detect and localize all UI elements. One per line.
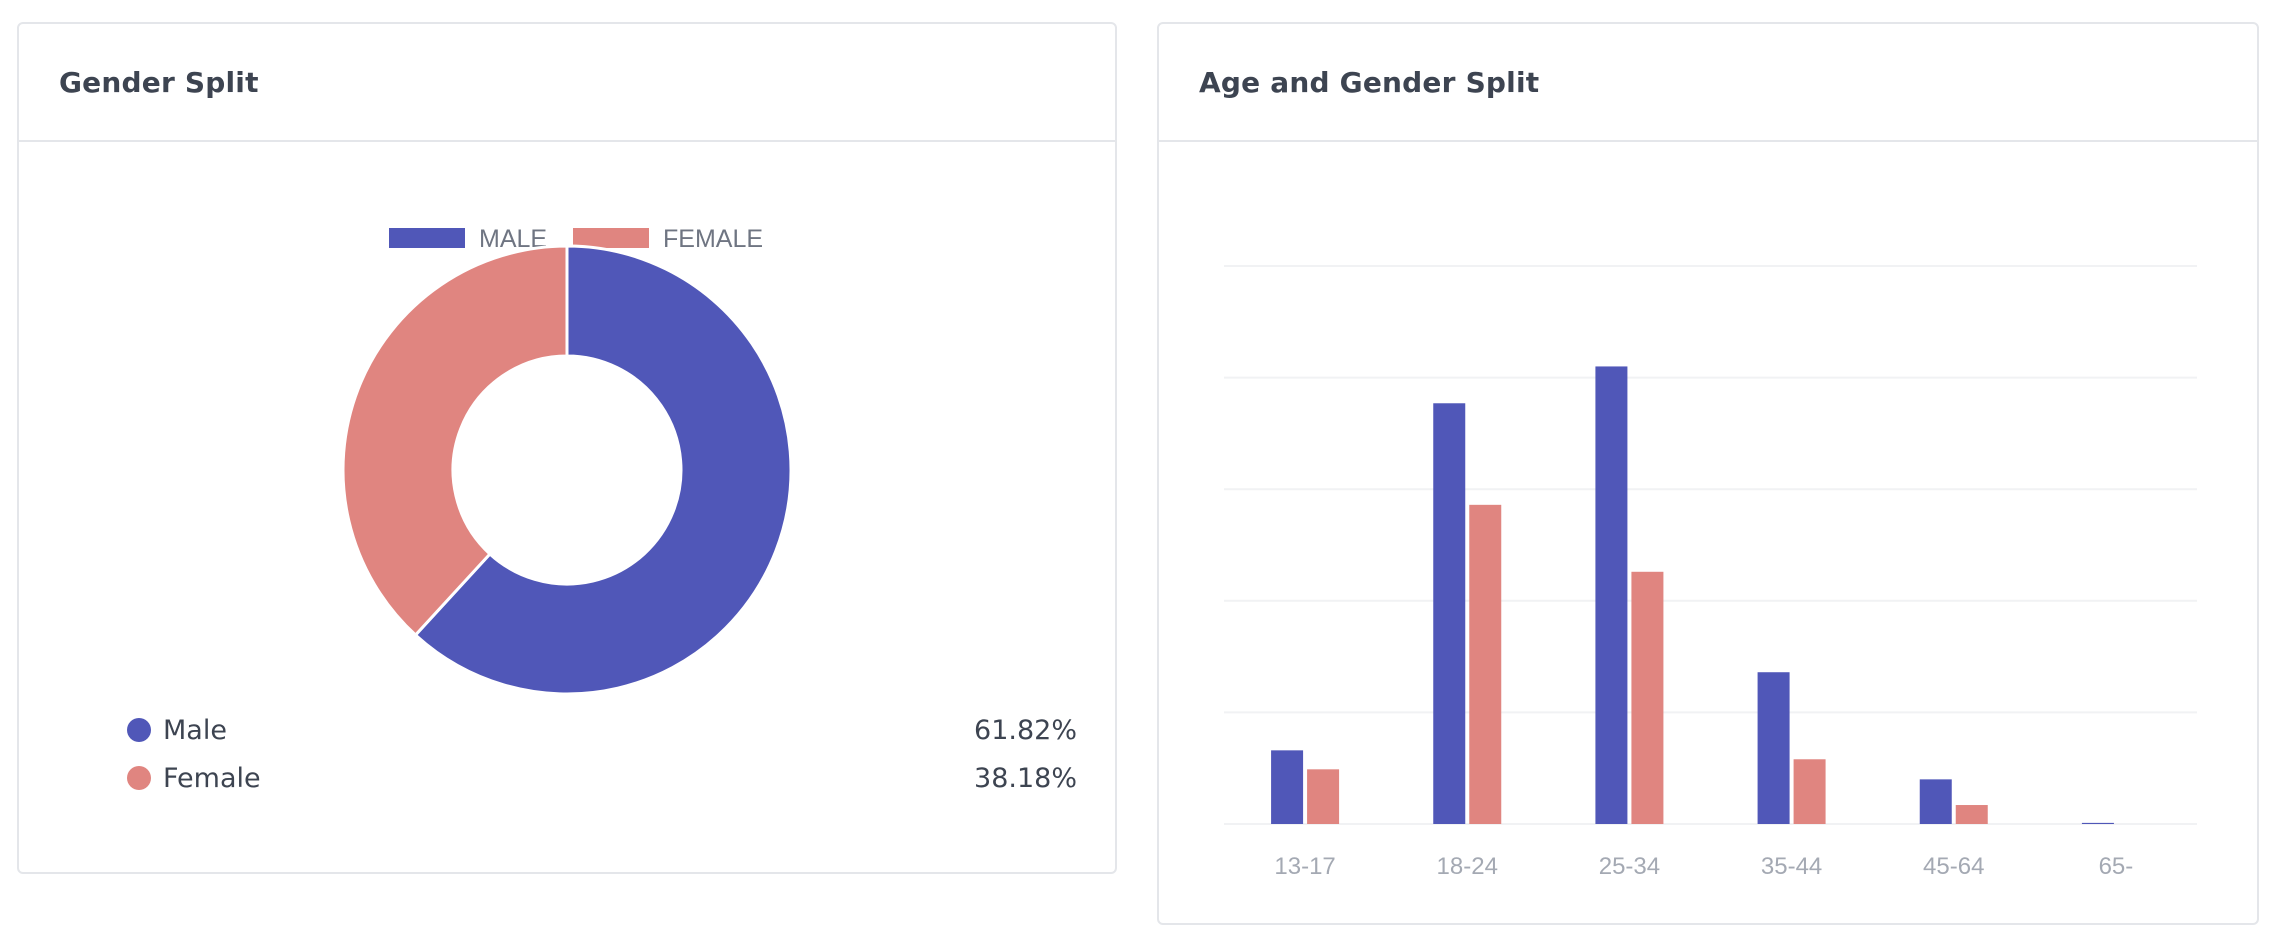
x-tick-label: 45-64 bbox=[1923, 853, 1984, 880]
bar-18-24-series-2 bbox=[1469, 504, 1502, 824]
bar-13-17-series-1 bbox=[1271, 750, 1304, 824]
legend-value: 61.82% bbox=[974, 714, 1077, 746]
legend-label: Female bbox=[163, 762, 261, 794]
bar-25-34-series-1 bbox=[1595, 366, 1628, 824]
card-title: Gender Split bbox=[59, 65, 259, 99]
bar-25-34-series-2 bbox=[1631, 571, 1664, 824]
card-title: Age and Gender Split bbox=[1199, 65, 1540, 99]
male-dot-icon bbox=[127, 718, 151, 742]
legend-swatch-male bbox=[389, 228, 465, 248]
donut-slice-male bbox=[413, 244, 793, 696]
age-gender-bar-chart: 13-17 18-24 25-34 35-44 45-64 65- bbox=[1224, 265, 2197, 880]
age-gender-split-card: Age and Gender Split 13-17 18-24 25-34 35-4… bbox=[1157, 22, 2259, 925]
bar-18-24-series-1 bbox=[1433, 403, 1466, 824]
x-tick-label: 25-34 bbox=[1599, 853, 1660, 880]
card-header: Age and Gender Split bbox=[1159, 24, 2257, 142]
card-body: 13-17 18-24 25-34 35-44 45-64 65- bbox=[1159, 142, 2257, 923]
legend-row-male: Male 61.82% bbox=[127, 710, 1077, 750]
x-tick-label: 13-17 bbox=[1274, 853, 1335, 880]
x-tick-label: 65- bbox=[2099, 853, 2134, 880]
legend-text-female: FEMALE bbox=[663, 225, 763, 253]
bar-45-64-series-2 bbox=[1955, 805, 1988, 824]
female-dot-icon bbox=[127, 766, 151, 790]
legend-value: 38.18% bbox=[974, 762, 1077, 794]
x-tick-label: 18-24 bbox=[1437, 853, 1498, 880]
bar-45-64-series-1 bbox=[1919, 779, 1952, 824]
legend-label: Male bbox=[163, 714, 227, 746]
gender-split-card: Gender Split MALE FEMALE Male 61.82% Fema… bbox=[17, 22, 1117, 874]
donut-slice-female bbox=[341, 244, 569, 638]
card-header: Gender Split bbox=[19, 24, 1115, 142]
bar-65--series-1 bbox=[2081, 822, 2114, 824]
x-tick-label: 35-44 bbox=[1761, 853, 1822, 880]
bar-35-44-series-1 bbox=[1757, 672, 1790, 824]
bar-35-44-series-2 bbox=[1793, 759, 1826, 824]
gender-donut-chart: MALE FEMALE bbox=[341, 225, 793, 696]
legend-swatch-female bbox=[573, 228, 649, 248]
legend-row-female: Female 38.18% bbox=[127, 758, 1077, 798]
card-body: MALE FEMALE Male 61.82% Female 38.18% bbox=[19, 142, 1115, 872]
bar-13-17-series-2 bbox=[1307, 769, 1340, 824]
